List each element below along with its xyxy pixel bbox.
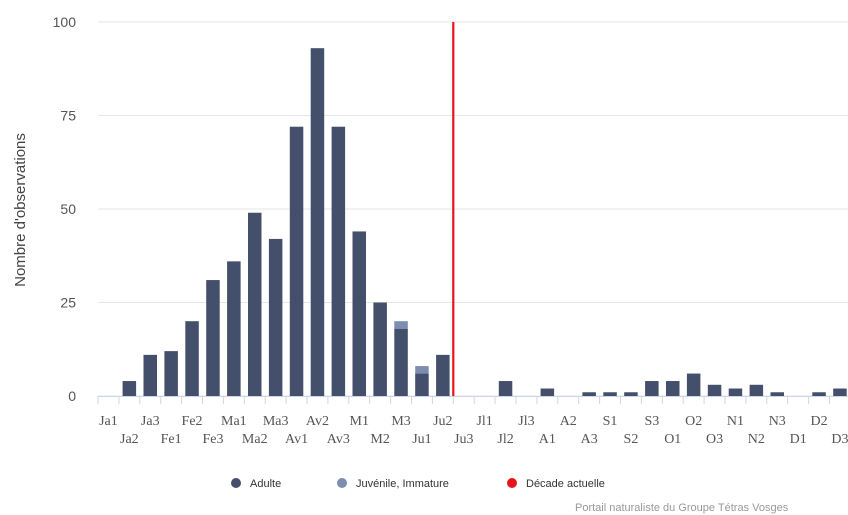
x-tick-label-Ju3: Ju3 <box>454 432 473 447</box>
bar-adulte-Av2[interactable] <box>310 48 325 397</box>
x-tick-label-A3: A3 <box>581 432 598 447</box>
bar-adulte-M3[interactable] <box>394 328 408 396</box>
x-tick-label-M3: M3 <box>391 414 410 429</box>
x-tick-label-Fe3: Fe3 <box>202 432 223 447</box>
bar-adulte-Fe3[interactable] <box>206 280 220 396</box>
bar-adulte-Av1[interactable] <box>289 126 304 396</box>
bar-adulte-N1[interactable] <box>728 388 743 396</box>
bar-adulte-N2[interactable] <box>749 384 764 396</box>
bar-adulte-S1[interactable] <box>603 392 617 396</box>
legend-label: Juvénile, Immature <box>356 478 449 490</box>
x-tick-label-N2: N2 <box>748 432 765 447</box>
bar-adulte-S3[interactable] <box>645 381 659 396</box>
credit-text[interactable]: Portail naturaliste du Groupe Tétras Vos… <box>575 502 789 514</box>
x-tick-label-O3: O3 <box>706 432 723 447</box>
bar-adulte-O3[interactable] <box>707 384 722 396</box>
bar-adulte-Fe2[interactable] <box>185 321 199 396</box>
x-tick-label-D3: D3 <box>831 432 848 447</box>
x-tick-label-Av2: Av2 <box>306 414 329 429</box>
y-axis-title: Nombre d'observations <box>12 133 29 287</box>
x-tick-label-D1: D1 <box>790 432 807 447</box>
bar-adulte-A1[interactable] <box>540 388 555 396</box>
x-tick-label-Fe2: Fe2 <box>182 414 203 429</box>
x-tick-label-Ja2: Ja2 <box>120 432 139 447</box>
legend-marker <box>231 478 241 488</box>
bar-adulte-Fe1[interactable] <box>164 351 178 396</box>
bar-adulte-Ja3[interactable] <box>143 354 158 396</box>
bar-adulte-Av3[interactable] <box>331 126 346 396</box>
x-tick-label-Ma3: Ma3 <box>263 414 289 429</box>
bar-adulte-O1[interactable] <box>666 381 680 396</box>
bar-adulte-Ma2[interactable] <box>248 212 262 396</box>
bar-adulte-M1[interactable] <box>352 231 367 396</box>
x-tick-label-S3: S3 <box>644 414 659 429</box>
y-axis: 0 25 50 75 100 <box>53 14 77 404</box>
x-tick-label-M1: M1 <box>350 414 369 429</box>
legend-item-0[interactable]: Adulte <box>231 478 281 490</box>
x-tick-label-N3: N3 <box>769 414 786 429</box>
y-tick-label: 75 <box>60 108 76 124</box>
x-tick-label-Ma2: Ma2 <box>242 432 268 447</box>
bar-adulte-N3[interactable] <box>770 392 785 396</box>
bar-adulte-Ja2[interactable] <box>122 381 137 396</box>
bar-adulte-D2[interactable] <box>812 392 826 396</box>
legend-marker <box>507 478 517 488</box>
x-tick-label-Av3: Av3 <box>327 432 350 447</box>
bar-juvenile-M3[interactable] <box>394 321 408 329</box>
x-tick-label-Fe1: Fe1 <box>161 432 182 447</box>
legend[interactable]: Adulte Juvénile, Immature Décade actuelle <box>231 478 605 490</box>
x-tick-label-Jl2: Jl2 <box>497 432 513 447</box>
x-tick-label-Ma1: Ma1 <box>221 414 247 429</box>
y-tick-label: 100 <box>53 14 77 30</box>
x-tick-label-Jl3: Jl3 <box>518 414 534 429</box>
x-tick-label-Av1: Av1 <box>285 432 308 447</box>
x-tick-label-M2: M2 <box>370 432 389 447</box>
bar-adulte-S2[interactable] <box>624 392 638 396</box>
legend-label: Adulte <box>250 478 281 490</box>
bar-adulte-A3[interactable] <box>582 392 596 396</box>
bar-adulte-Ma3[interactable] <box>268 238 283 396</box>
bar-adulte-Ju2[interactable] <box>436 354 450 396</box>
bars <box>122 48 847 397</box>
x-tick-label-O1: O1 <box>664 432 681 447</box>
x-tick-label-Ja3: Ja3 <box>141 414 160 429</box>
legend-label: Décade actuelle <box>526 478 605 490</box>
x-tick-label-O2: O2 <box>685 414 702 429</box>
x-tick-label-D2: D2 <box>810 414 827 429</box>
bar-adulte-O2[interactable] <box>686 373 701 396</box>
bar-adulte-Ju1[interactable] <box>415 373 429 396</box>
bar-juvenile-Ju1[interactable] <box>415 366 429 374</box>
x-tick-label-Ja1: Ja1 <box>99 414 118 429</box>
bar-adulte-Jl2[interactable] <box>498 381 513 396</box>
y-tick-label: 50 <box>60 201 76 217</box>
x-tick-label-S1: S1 <box>603 414 618 429</box>
x-tick-label-Ju2: Ju2 <box>433 414 452 429</box>
x-tick-label-N1: N1 <box>727 414 744 429</box>
legend-item-1[interactable]: Juvénile, Immature <box>337 478 449 490</box>
x-tick-label-A2: A2 <box>560 414 577 429</box>
x-tick-label-Jl1: Jl1 <box>476 414 492 429</box>
bar-adulte-M2[interactable] <box>373 302 387 397</box>
x-tick-label-Ju1: Ju1 <box>412 432 431 447</box>
legend-item-2[interactable]: Décade actuelle <box>507 478 605 490</box>
y-tick-label: 25 <box>60 295 76 311</box>
bar-adulte-D3[interactable] <box>833 388 847 396</box>
y-tick-label: 0 <box>68 388 76 404</box>
bar-adulte-Ma1[interactable] <box>227 261 241 396</box>
x-tick-label-A1: A1 <box>539 432 556 447</box>
x-tick-label-S2: S2 <box>624 432 639 447</box>
legend-marker <box>337 478 347 488</box>
